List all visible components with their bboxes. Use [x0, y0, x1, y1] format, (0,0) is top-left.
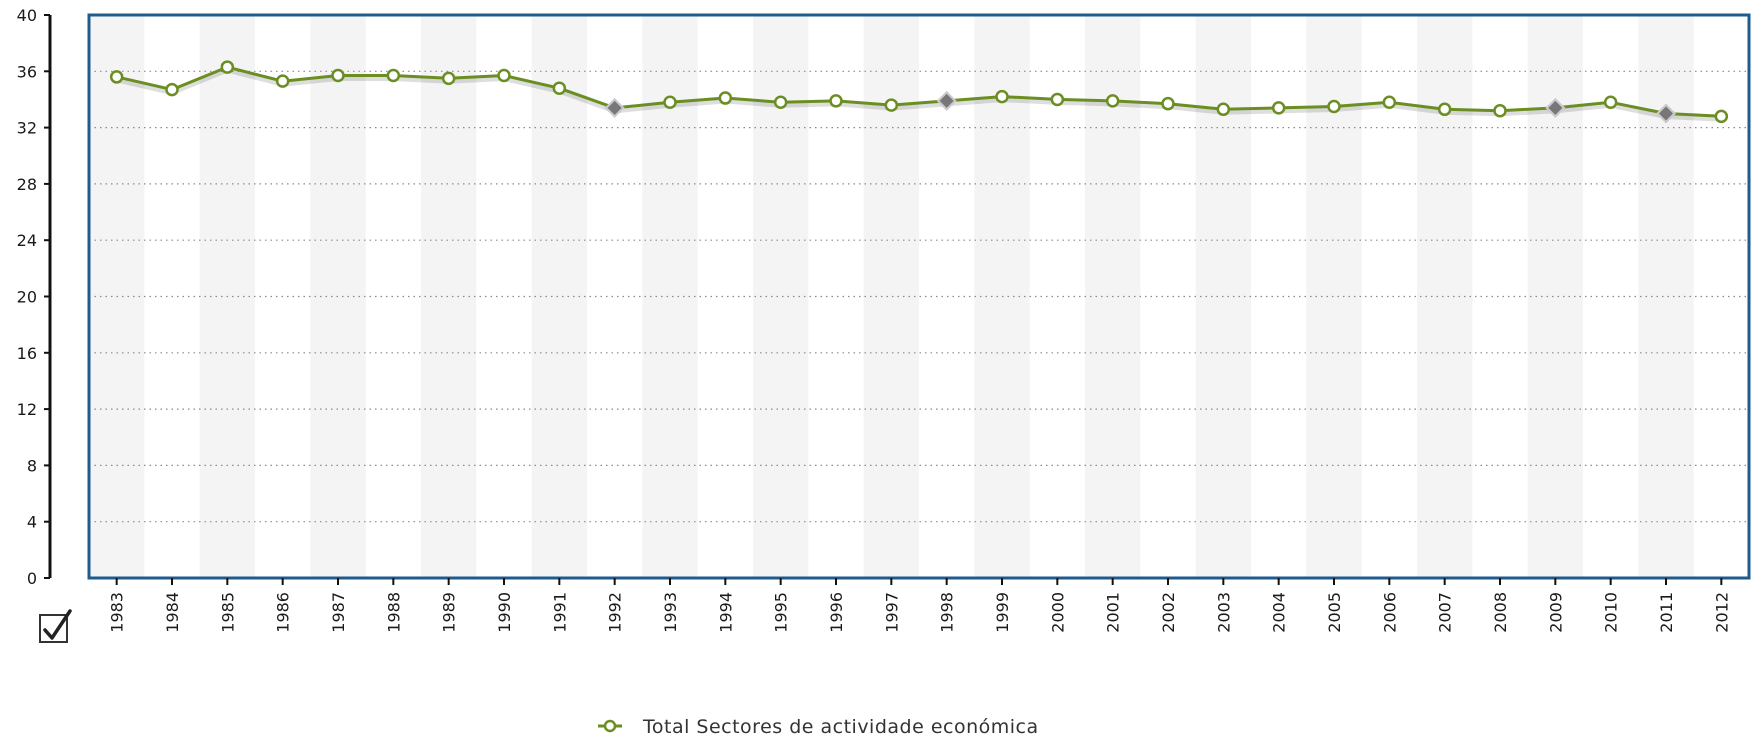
y-tick-label: 32	[17, 119, 37, 138]
data-point[interactable]	[331, 68, 345, 83]
column-band	[421, 15, 477, 578]
data-point[interactable]	[1437, 102, 1452, 117]
y-tick-label: 20	[17, 288, 37, 307]
highlight-marker[interactable]	[1548, 100, 1563, 115]
y-tick-label: 24	[17, 231, 37, 250]
x-tick-label: 2000	[1048, 592, 1067, 633]
data-point[interactable]	[829, 94, 843, 108]
legend-marker-symbol	[603, 719, 617, 733]
x-tick-label: 2001	[1104, 592, 1123, 633]
data-point[interactable]	[552, 81, 567, 95]
data-point[interactable]	[109, 70, 124, 84]
x-tick-label: 1987	[329, 592, 348, 633]
x-tick-label: 1995	[772, 592, 791, 633]
x-tick-label: 1992	[606, 592, 625, 633]
data-point[interactable]	[220, 60, 235, 74]
x-tick-label: 1984	[163, 592, 182, 633]
x-tick-label: 2007	[1436, 592, 1455, 633]
x-tick-label: 2006	[1380, 592, 1399, 633]
x-tick-label: 1985	[218, 592, 237, 633]
x-tick-label: 2010	[1602, 592, 1621, 633]
data-point[interactable]	[165, 82, 179, 97]
legend-label: Total Sectores de actividade económica	[642, 716, 1039, 738]
data-point[interactable]	[386, 68, 401, 83]
y-tick-label: 36	[17, 62, 37, 81]
data-point[interactable]	[1271, 101, 1286, 115]
data-point[interactable]	[1105, 94, 1120, 108]
x-tick-label: 1991	[550, 592, 569, 633]
x-tick-label: 1989	[440, 592, 459, 633]
highlight-marker[interactable]	[607, 100, 622, 115]
x-tick-label: 1986	[274, 592, 293, 633]
data-point[interactable]	[1161, 96, 1175, 111]
x-tick-label: 2003	[1214, 592, 1233, 633]
data-point[interactable]	[1714, 109, 1729, 124]
y-tick-label: 8	[27, 456, 37, 475]
x-tick-label: 2005	[1325, 592, 1344, 633]
x-tick-label: 1983	[108, 592, 127, 633]
y-tick-label: 0	[27, 569, 37, 588]
data-point[interactable]	[497, 68, 511, 83]
x-tick-label: 1996	[827, 592, 846, 633]
series-line	[116, 65, 1722, 118]
series-shadow	[116, 67, 1722, 122]
x-tick-label: 1999	[993, 592, 1012, 633]
x-tick-label: 2009	[1546, 592, 1565, 633]
x-tick-label: 2012	[1712, 592, 1731, 633]
data-point[interactable]	[1327, 99, 1341, 114]
y-tick-label: 40	[17, 6, 37, 25]
checkmark-icon	[43, 609, 72, 640]
x-tick-label: 1997	[882, 592, 901, 633]
series-toggle-checkbox[interactable]	[39, 609, 72, 643]
data-point[interactable]	[718, 91, 733, 105]
data-point[interactable]	[995, 89, 1009, 104]
x-tick-label: 1993	[661, 592, 680, 633]
y-tick-label: 28	[17, 175, 37, 194]
highlight-marker[interactable]	[939, 93, 954, 108]
data-point[interactable]	[1603, 95, 1618, 110]
data-point[interactable]	[773, 95, 788, 110]
x-tick-label: 2008	[1491, 592, 1510, 633]
data-point[interactable]	[441, 71, 456, 86]
data-point[interactable]	[884, 98, 899, 112]
column-band	[1306, 15, 1362, 578]
y-tick-label: 16	[17, 344, 37, 363]
x-tick-label: 2011	[1657, 592, 1676, 633]
data-point[interactable]	[275, 74, 290, 88]
x-axis: 1983 1984 1985 1986 1987 1988 1989 1990 1991 1992…	[108, 578, 1731, 633]
x-tick-label: 1988	[384, 592, 403, 633]
y-tick-label: 12	[17, 400, 37, 419]
data-point[interactable]	[663, 95, 677, 110]
data-point[interactable]	[1382, 95, 1397, 110]
x-tick-label: 1990	[495, 592, 514, 633]
data-point[interactable]	[1493, 103, 1507, 118]
x-tick-label: 2002	[1159, 592, 1178, 633]
legend[interactable]: Total Sectores de actividade económica	[598, 716, 1039, 738]
x-tick-label: 2004	[1270, 592, 1289, 633]
series-group	[109, 60, 1729, 124]
plot-frame	[87, 13, 1751, 580]
y-axis: 0 4 8 12 16 20 24 28 32 36 40	[17, 6, 52, 588]
y-tick-label: 4	[27, 513, 37, 532]
x-tick-label: 1994	[716, 592, 735, 633]
data-point[interactable]	[1050, 92, 1065, 107]
data-point[interactable]	[1216, 102, 1231, 117]
highlight-marker[interactable]	[1659, 106, 1673, 121]
x-tick-label: 1998	[938, 592, 957, 633]
